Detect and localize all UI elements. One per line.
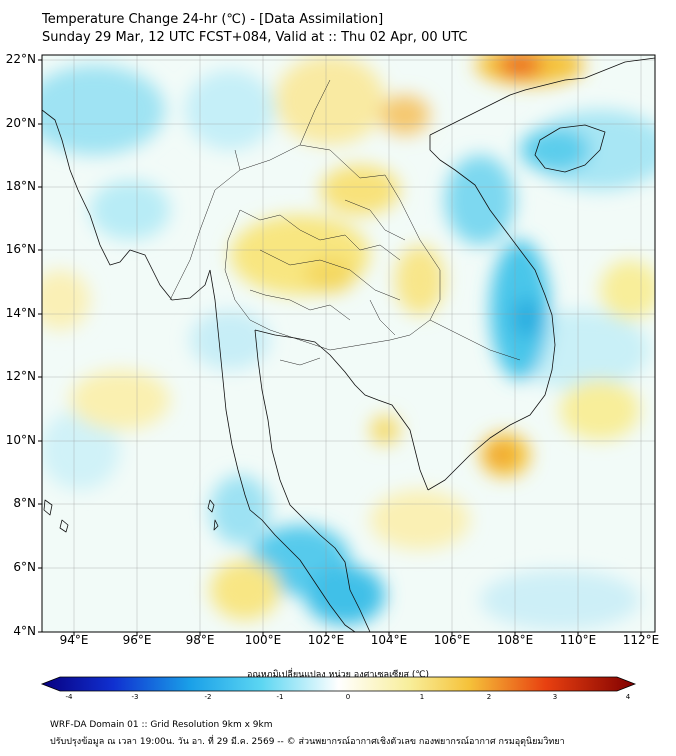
colorbar-tick: 1 [419, 693, 425, 701]
lon-label: 108°E [496, 633, 534, 647]
lat-label: 8°N [13, 496, 36, 510]
colorbar-tick: -1 [276, 693, 284, 701]
graticule [42, 55, 655, 632]
lat-label: 10°N [5, 433, 36, 447]
colorbar-tick: 0 [345, 693, 351, 701]
temperature-field [42, 55, 655, 630]
map-title: Temperature Change 24-hr (℃) - [Data Ass… [42, 12, 384, 27]
map-subtitle: Sunday 29 Mar, 12 UTC FCST+084, Valid at… [42, 30, 468, 45]
lat-label: 6°N [13, 560, 36, 574]
colorbar-tick: -3 [131, 693, 139, 701]
footer-model-info: WRF-DA Domain 01 :: Grid Resolution 9km … [50, 720, 273, 730]
lon-label: 110°E [559, 633, 597, 647]
colorbar-title: อุณหภูมิเปลี่ยนแปลง หน่วย องศาเซลเซียส (… [246, 670, 430, 680]
borders [169, 79, 521, 366]
colorbar-tick: -2 [204, 693, 212, 701]
temperature-map [38, 54, 656, 636]
lon-label: 112°E [622, 633, 660, 647]
footer-credit: ปรับปรุงข้อมูล ณ เวลา 19:00น. วัน อา. ที… [50, 737, 565, 747]
lat-label: 14°N [5, 306, 36, 320]
lon-label: 96°E [122, 633, 152, 647]
lon-label: 104°E [370, 633, 408, 647]
lat-label: 16°N [5, 242, 36, 256]
lat-label: 18°N [5, 179, 36, 193]
colorbar-tick: -4 [65, 693, 73, 701]
lon-label: 100°E [244, 633, 282, 647]
coastlines [42, 57, 655, 632]
lon-label: 102°E [307, 633, 345, 647]
map-frame [41, 54, 656, 633]
colorbar-tick: 2 [486, 693, 492, 701]
lat-label: 12°N [5, 369, 36, 383]
lon-label: 94°E [59, 633, 89, 647]
lat-label: 20°N [5, 116, 36, 130]
colorbar [40, 676, 637, 692]
lat-label: 4°N [13, 624, 36, 638]
lat-label: 22°N [5, 52, 36, 66]
colorbar-tick: 3 [552, 693, 558, 701]
colorbar-tick: 4 [625, 693, 631, 701]
lon-label: 106°E [433, 633, 471, 647]
lon-label: 98°E [185, 633, 215, 647]
